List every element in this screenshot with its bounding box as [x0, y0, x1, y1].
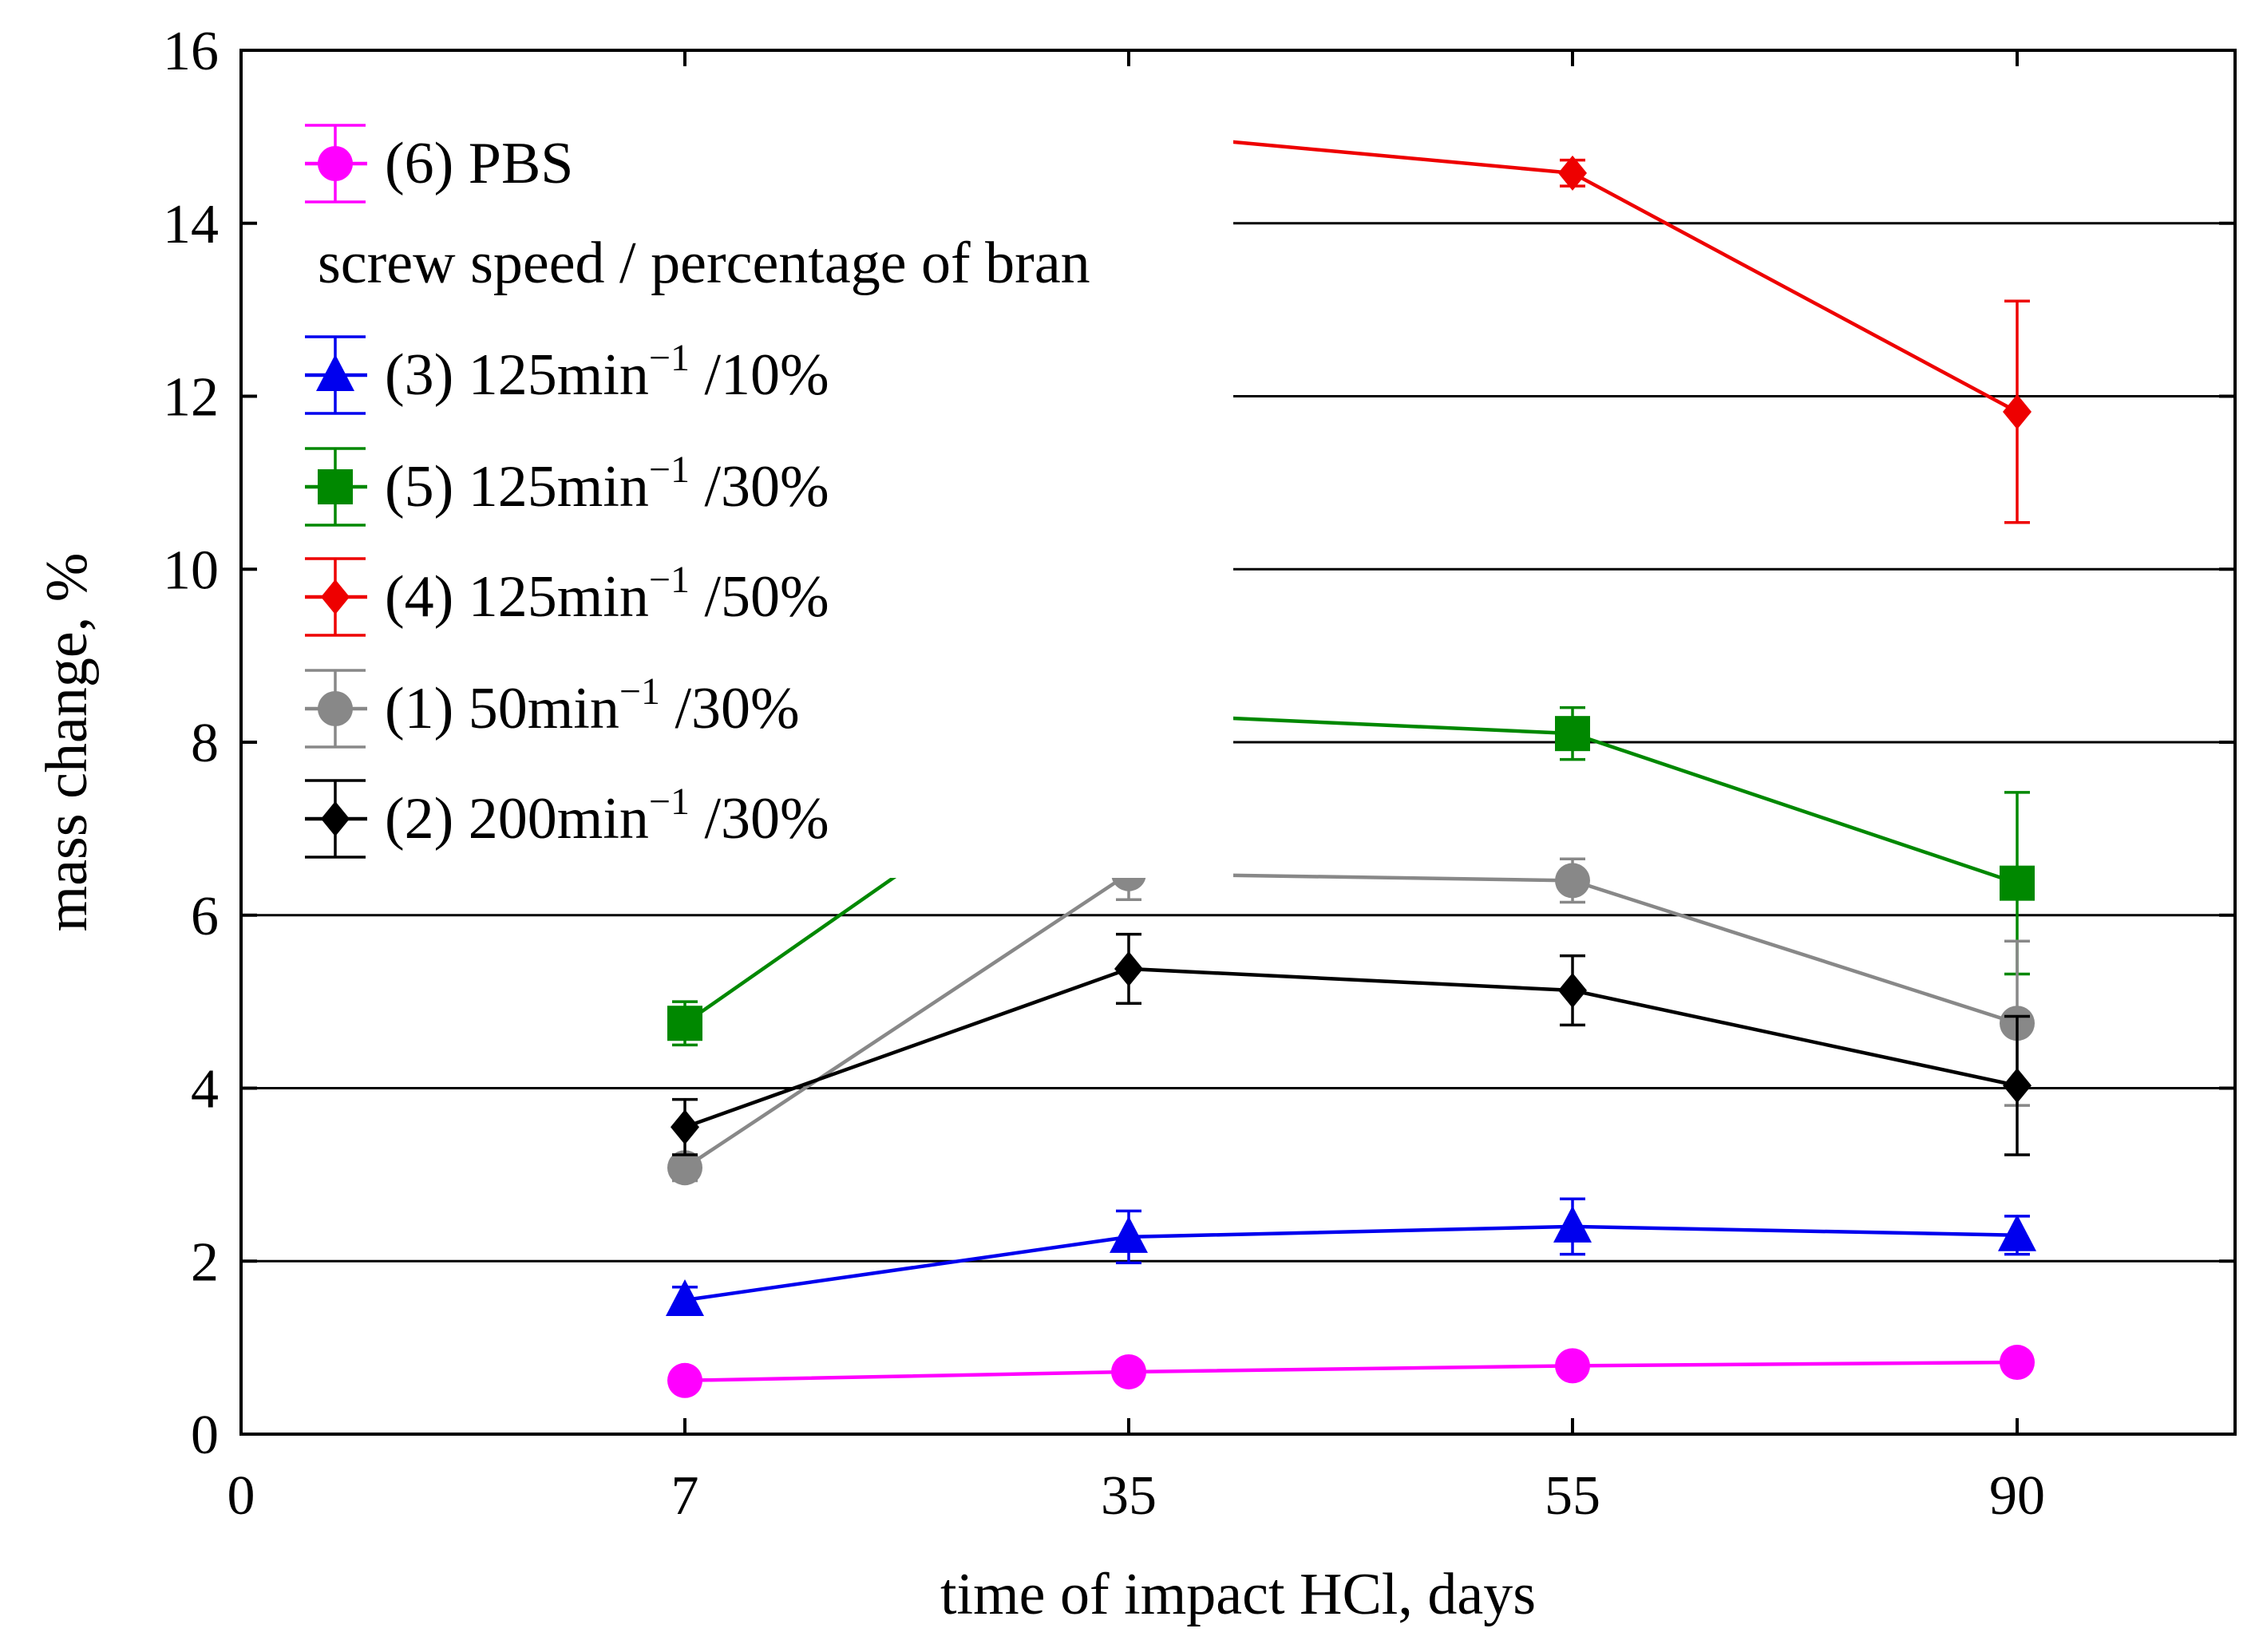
legend-marker-s4 [321, 579, 350, 615]
data-point-s1-2 [1555, 863, 1590, 899]
y-tick-label-6: 6 [191, 886, 219, 947]
legend-subtitle: screw speed / percentage of bran [318, 231, 1090, 296]
data-point-s5-2 [1555, 716, 1590, 752]
legend-entry-s1: (1) 50min−1 /30% [305, 669, 800, 749]
data-point-s6-0 [667, 1362, 702, 1398]
x-tick-label-35: 35 [1101, 1465, 1157, 1527]
legend-entry-s4: (4) 125min−1 /50% [305, 557, 829, 637]
x-tick-label-0: 0 [227, 1465, 255, 1527]
legend-background [251, 112, 1233, 878]
data-point-s6-2 [1555, 1348, 1590, 1384]
legend-label-s1: (1) 50min−1 /30% [385, 670, 800, 741]
legend-entry-s3: (3) 125min−1 /10% [305, 335, 829, 415]
legend-entry-s2: (2) 200min−1 /30% [305, 779, 829, 859]
data-point-s4-3 [2003, 394, 2032, 430]
legend-entry-s5: (5) 125min−1 /30% [305, 447, 829, 527]
data-point-s6-3 [2000, 1345, 2035, 1381]
series-line-s6 [684, 1360, 2018, 1383]
y-tick-label-16: 16 [163, 21, 219, 82]
legend: (6) PBS screw speed / percentage of bran (… [305, 124, 1090, 859]
y-tick-label-0: 0 [191, 1405, 219, 1466]
data-point-s2-1 [1114, 950, 1143, 986]
legend-marker-s1 [318, 691, 353, 726]
series-s3 [666, 1197, 2036, 1317]
data-point-s3-1 [1110, 1215, 1148, 1253]
y-tick-label-4: 4 [191, 1059, 219, 1120]
legend-entry-s6: (6) PBS [305, 124, 573, 204]
legend-label-s2: (2) 200min−1 /30% [385, 781, 829, 852]
y-tick-label-12: 12 [163, 367, 219, 429]
x-tick-label-7: 7 [671, 1465, 699, 1527]
legend-marker-s2 [321, 801, 350, 836]
data-point-s6-1 [1111, 1354, 1146, 1389]
data-point-s2-2 [1558, 973, 1587, 1009]
data-point-s2-0 [671, 1109, 699, 1145]
data-point-s1-0 [667, 1150, 702, 1186]
legend-label-s6: (6) PBS [385, 131, 573, 196]
data-point-s3-2 [1553, 1205, 1592, 1243]
legend-marker-s5 [318, 469, 353, 504]
x-tick-label-55: 55 [1545, 1465, 1600, 1527]
x-axis-label: time of impact HCl, days [940, 1562, 1536, 1627]
data-point-s4-2 [1558, 155, 1587, 191]
data-point-s2-3 [2003, 1068, 2032, 1104]
y-axis-label: mass change, % [34, 553, 100, 932]
series-s2 [671, 932, 2032, 1156]
legend-label-s4: (4) 125min−1 /50% [385, 559, 829, 630]
series-s1 [667, 846, 2035, 1186]
data-point-s3-3 [1998, 1214, 2036, 1251]
data-point-s5-3 [2000, 865, 2035, 901]
y-tick-label-14: 14 [163, 194, 219, 255]
series-s6 [667, 1345, 2035, 1398]
y-tick-label-10: 10 [163, 539, 219, 601]
y-tick-label-8: 8 [191, 713, 219, 774]
y-tick-label-2: 2 [191, 1231, 219, 1293]
axes: 0 2 4 6 8 10 12 14 16 0 7 35 55 90 [163, 21, 2235, 1527]
legend-label-s5: (5) 125min−1 /30% [385, 449, 829, 520]
legend-marker-s6 [318, 146, 353, 181]
series-line-s2 [684, 966, 2018, 1129]
legend-marker-s3 [316, 354, 354, 391]
data-point-s5-0 [667, 1006, 702, 1041]
series-line-s3 [684, 1224, 2018, 1302]
series-line-s1 [683, 871, 2018, 1170]
data-point-s3-0 [666, 1279, 704, 1317]
x-tick-label-90: 90 [1989, 1465, 2045, 1527]
series-layer [666, 114, 2036, 1398]
legend-label-s3: (3) 125min−1 /10% [385, 337, 829, 408]
